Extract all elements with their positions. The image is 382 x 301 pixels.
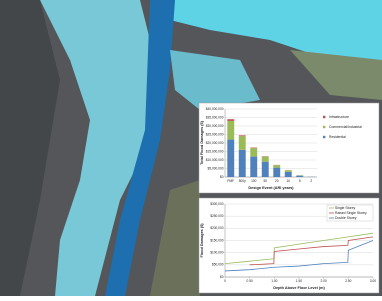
x-tick-label: 1.50 [296, 279, 302, 283]
y-tick-label: $150,000 [210, 238, 224, 242]
y-tick-label: $35,000,000 [206, 115, 224, 119]
x-tick-label: 100 [251, 179, 257, 183]
y-tick-label: $0 [220, 175, 224, 179]
x-tick-label: 10 [286, 179, 290, 183]
legend-swatch [323, 116, 325, 118]
bar-segment [262, 157, 269, 162]
y-tick-label: $250,000 [210, 214, 224, 218]
y-tick-label: $15,000,000 [206, 149, 224, 153]
legend-label: Infrastructure [329, 115, 349, 119]
y-tick-label: $40,000,000 [206, 107, 224, 111]
bar-segment [296, 176, 303, 177]
y-tick-label: $25,000,000 [206, 132, 224, 136]
x-tick-label: 0 [224, 279, 226, 283]
x-tick-label: PMF [227, 179, 234, 183]
bar-segment [250, 157, 257, 177]
x-axis-label: Depth Above Floor Level (m) [273, 286, 325, 290]
bar-segment [239, 135, 246, 136]
bar-segment [227, 121, 234, 140]
bar-segment [262, 162, 269, 177]
bar-segment [250, 148, 257, 149]
bar-segment [250, 148, 257, 157]
x-tick-label: 5 [299, 179, 301, 183]
legend-label: Single Storey [335, 206, 355, 210]
bar-segment [239, 150, 246, 177]
x-axis-label: Design Event (ARI years) [248, 186, 294, 190]
bar-segment [239, 136, 246, 150]
x-tick-label: 50 [263, 179, 267, 183]
legend-swatch [323, 126, 325, 128]
x-tick-label: 1.00 [271, 279, 277, 283]
screen: $0 $5,000,000 $10,000,000 $15,000,000 $20,00… [0, 0, 382, 296]
bar-segment [227, 119, 234, 121]
bar-segment [273, 168, 280, 177]
y-axis-label: Flood Damages ($) [200, 223, 204, 258]
bar-segment [285, 172, 292, 177]
x-tick-label: 2.50 [345, 279, 351, 283]
bar-segment [273, 165, 280, 168]
y-tick-label: $300,000 [210, 202, 224, 206]
x-tick-label: 500y [239, 179, 246, 183]
y-tick-label: $100,000 [210, 251, 224, 255]
y-tick-label: $50,000 [212, 263, 224, 267]
bar-segment [285, 170, 292, 172]
x-tick-label: 3.00 [370, 279, 376, 283]
bar-segment [227, 140, 234, 177]
y-tick-label: $200,000 [210, 226, 224, 230]
x-tick-label: 0.50 [247, 279, 253, 283]
x-tick-label: 2 [310, 179, 312, 183]
y-tick-label: $5,000,000 [208, 166, 224, 170]
legend-label: Residential [329, 135, 346, 139]
y-tick-label: $10,000,000 [206, 158, 224, 162]
y-axis-label: Total Flood Damages ($) [200, 120, 204, 165]
legend-label: Commercial/Industrial [329, 125, 362, 129]
x-tick-label: 2.00 [321, 279, 327, 283]
legend-label: Raised Single Storey [335, 211, 367, 215]
legend-label: Double Storey [335, 216, 357, 220]
y-tick-label: $20,000,000 [206, 141, 224, 145]
x-tick-label: 20 [275, 179, 279, 183]
legend-swatch [323, 136, 325, 138]
y-tick-label: $30,000,000 [206, 124, 224, 128]
